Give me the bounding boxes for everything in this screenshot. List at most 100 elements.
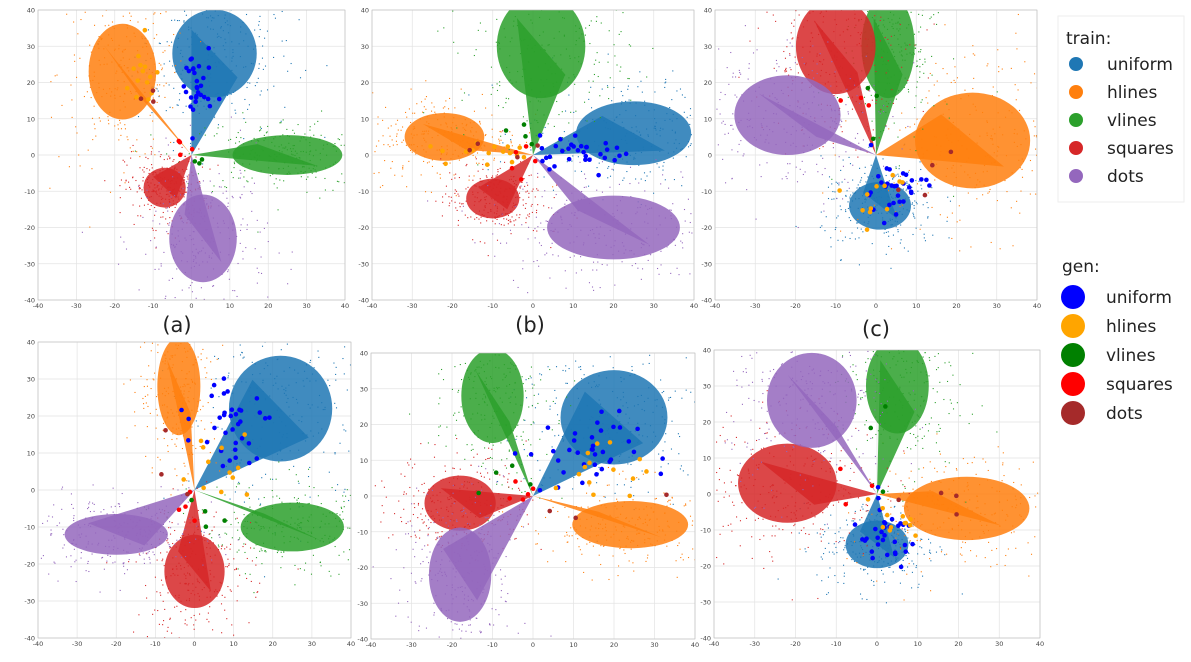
train-point [863, 96, 866, 98]
train-core-vlines [861, 10, 915, 99]
x-tick-label: 20 [264, 302, 272, 310]
train-point [358, 150, 359, 151]
train-point [246, 520, 249, 522]
train-point [184, 191, 186, 193]
train-point [223, 222, 225, 224]
train-point [585, 178, 587, 180]
train-point [295, 398, 298, 400]
train-point [891, 89, 893, 91]
train-point [252, 374, 254, 376]
train-point [916, 65, 918, 68]
train-point [519, 186, 521, 188]
train-point [369, 555, 370, 556]
train-point [296, 537, 298, 539]
train-point [895, 216, 897, 218]
train-point [279, 409, 281, 411]
train-point [178, 19, 180, 22]
train-point [749, 125, 751, 127]
gen-point [131, 66, 136, 71]
train-point [608, 166, 610, 168]
train-point [197, 405, 199, 407]
y-tick-label: 10 [27, 115, 35, 123]
train-point [474, 218, 476, 220]
train-point [833, 198, 835, 200]
train-point [165, 390, 167, 392]
train-point [277, 523, 279, 525]
train-point [857, 207, 859, 209]
gen-point [463, 149, 469, 154]
train-point [967, 174, 969, 176]
train-point [174, 71, 176, 74]
train-point [167, 412, 169, 414]
train-point [583, 40, 585, 42]
gen-point [566, 156, 572, 162]
train-point [824, 230, 826, 232]
train-point [266, 30, 269, 32]
x-tick-label: -30 [750, 302, 761, 310]
train-point [902, 188, 904, 190]
train-point [332, 189, 334, 191]
panel-b-top: -40 -30 -20 -10 0 10 20 30 40-40-30-20-100102030… [352, 7, 707, 311]
train-point [278, 416, 280, 418]
train-point [402, 168, 404, 170]
train-point [183, 194, 185, 196]
train-point [803, 122, 805, 124]
train-point [216, 222, 219, 224]
train-point [210, 28, 212, 30]
train-point [167, 368, 169, 370]
train-point [626, 132, 628, 134]
train-point [876, 167, 878, 169]
train-point [706, 233, 707, 234]
train-point [269, 395, 271, 397]
train-point [165, 198, 167, 200]
train-point [592, 80, 594, 82]
train-point [238, 549, 240, 551]
train-point [173, 183, 175, 185]
train-point [437, 134, 439, 137]
gen-point [897, 199, 902, 205]
train-point [502, 201, 504, 203]
train-point [463, 134, 465, 136]
train-point [525, 217, 527, 219]
train-point [893, 209, 895, 211]
train-point [382, 184, 384, 187]
train-wedge-squares [814, 20, 876, 156]
train-point [906, 82, 908, 84]
train-point [169, 358, 171, 360]
train-point [958, 205, 960, 207]
train-point [153, 171, 155, 173]
gen-point [507, 150, 513, 156]
train-point [246, 527, 248, 529]
train-point [789, 115, 791, 117]
train-point [870, 164, 872, 166]
train-point [509, 131, 511, 133]
train-point [352, 141, 353, 142]
train-point [892, 27, 894, 30]
train-point [183, 347, 186, 349]
train-point [303, 172, 305, 174]
train-point [681, 242, 683, 244]
train-point [276, 551, 278, 554]
train-point [948, 109, 950, 111]
y-tick-label: 0 [365, 152, 369, 160]
train-point [867, 176, 869, 178]
train-point [539, 34, 541, 37]
train-point [395, 123, 397, 125]
train-point [445, 193, 447, 195]
train-point [180, 343, 182, 345]
train-point [814, 120, 816, 123]
train-point [245, 66, 247, 68]
train-point [888, 190, 890, 192]
train-point [885, 111, 887, 114]
train-point [156, 101, 158, 104]
gen-points-dots [138, 88, 156, 104]
train-point [635, 178, 637, 180]
train-point [906, 11, 908, 13]
train-point [271, 141, 273, 143]
train-point [903, 247, 905, 249]
train-point [269, 373, 272, 375]
train-point [909, 52, 911, 54]
gen-points-squares [838, 95, 872, 108]
train-point [199, 181, 201, 183]
train-point [465, 125, 467, 127]
